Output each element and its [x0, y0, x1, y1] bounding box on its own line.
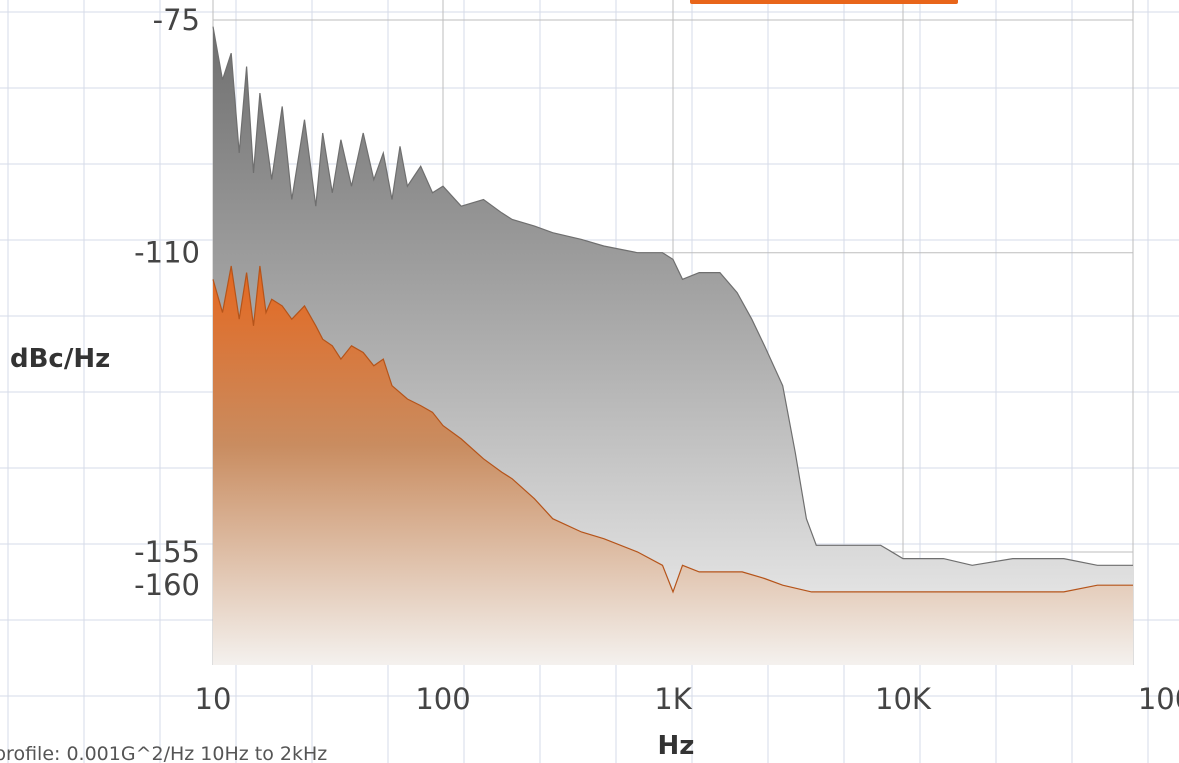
y-tick-label: -110 [134, 236, 200, 270]
x-tick-label: 100K [1138, 682, 1179, 716]
x-tick-label: 1K [654, 682, 692, 716]
series-0-line [212, 26, 1133, 566]
series-1-line [212, 265, 1133, 594]
y-axis-label: dBc/Hz [10, 344, 110, 374]
y-tick-labels: -75 -110 -155-160 [134, 3, 200, 602]
series-1-area [213, 266, 1133, 665]
x-axis-label: Hz [658, 731, 695, 761]
profile-footnote: profile: 0.001G^2/Hz 10Hz to 2kHz [0, 743, 327, 763]
x-tick-labels: 10 100 1K 10K 100K [195, 682, 1179, 716]
y-tick-label: -160 [134, 568, 200, 602]
x-tick-label: 10 [195, 682, 232, 716]
y-tick-label: -155 [134, 535, 200, 569]
legend-swatch-partial [690, 0, 958, 4]
x-tick-label: 100 [415, 682, 470, 716]
x-tick-label: 10K [875, 682, 932, 716]
y-tick-label: -75 [153, 3, 200, 37]
series-layer [212, 26, 1133, 666]
